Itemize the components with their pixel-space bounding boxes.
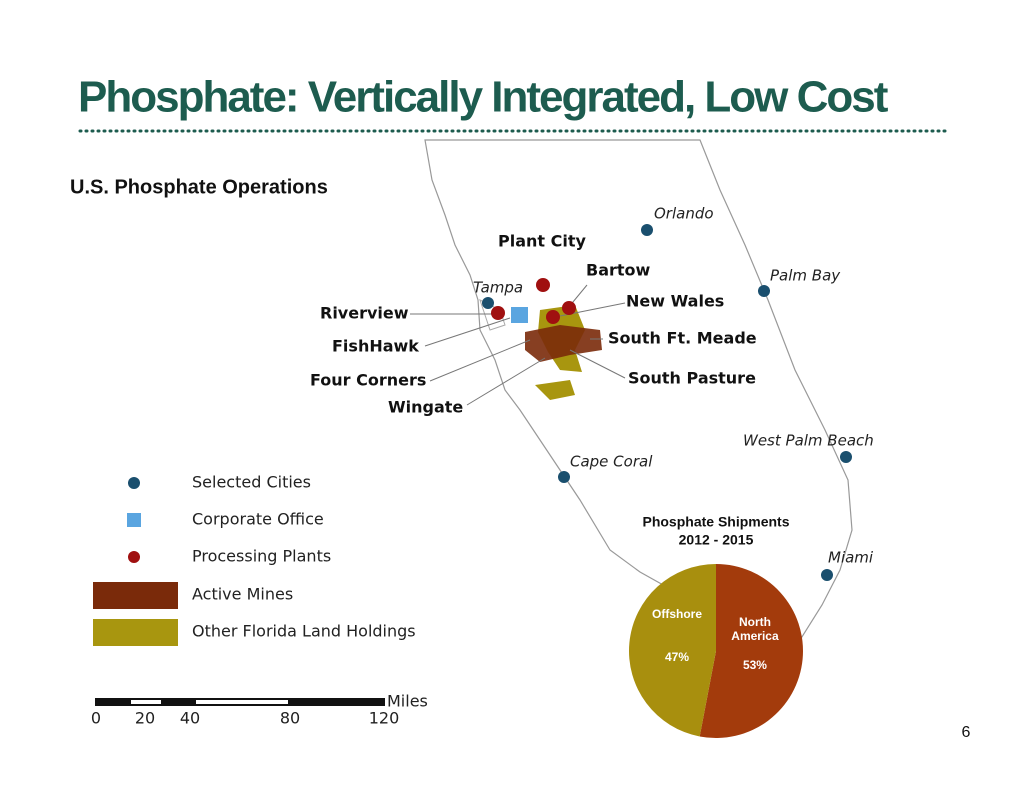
plant-markers: [491, 278, 576, 324]
pie-subtitle: 2012 - 2015: [679, 532, 754, 548]
pie-title: Phosphate Shipments: [642, 514, 789, 530]
site-label: South Pasture: [628, 369, 756, 388]
scale-bar: [95, 698, 385, 706]
legend-swatches: [93, 477, 178, 646]
florida-outline: [424, 139, 853, 656]
slide-title: Phosphate: Vertically Integrated, Low Co…: [78, 73, 889, 122]
subtitle: U.S. Phosphate Operations: [70, 176, 328, 198]
site-label: Riverview: [320, 304, 409, 323]
scale-label: 0: [91, 709, 101, 728]
slice-label: North America: [731, 614, 779, 643]
pie-slice: [628, 564, 716, 737]
legend-label: Processing Plants: [192, 547, 331, 566]
site-label: FishHawk: [332, 337, 419, 356]
city-label: Cape Coral: [570, 453, 653, 471]
scale-label: 20: [135, 709, 155, 728]
city-label: Orlando: [654, 205, 714, 223]
city-label: Palm Bay: [770, 267, 841, 285]
slice-value: 47%: [665, 650, 690, 665]
city-label: Miami: [828, 549, 874, 567]
scale-unit: Miles: [387, 692, 428, 711]
page-number: 6: [962, 724, 971, 741]
corporate-office: [511, 307, 528, 323]
legend-label: Selected Cities: [192, 473, 311, 492]
tampa-bay: [479, 299, 506, 331]
legend-label: Other Florida Land Holdings: [192, 622, 416, 641]
site-label: New Wales: [626, 292, 724, 311]
city-label: Tampa: [473, 279, 523, 297]
site-label: Bartow: [586, 261, 651, 280]
legend-label: Corporate Office: [192, 510, 324, 529]
city-label: West Palm Beach: [743, 432, 874, 450]
city-markers: [482, 224, 852, 581]
site-label: Wingate: [388, 398, 463, 417]
slice-value: 53%: [742, 657, 767, 672]
site-label: South Ft. Meade: [608, 329, 757, 348]
scale-label: 120: [369, 709, 400, 728]
scale-label: 40: [180, 709, 200, 728]
site-label: Four Corners: [310, 371, 426, 390]
pie: [628, 564, 803, 738]
legend-label: Active Mines: [192, 585, 293, 604]
pie-slice: [699, 564, 803, 738]
scale-label: 80: [280, 709, 300, 728]
site-label: Plant City: [498, 232, 586, 251]
slice-label: Offshore: [652, 607, 703, 622]
